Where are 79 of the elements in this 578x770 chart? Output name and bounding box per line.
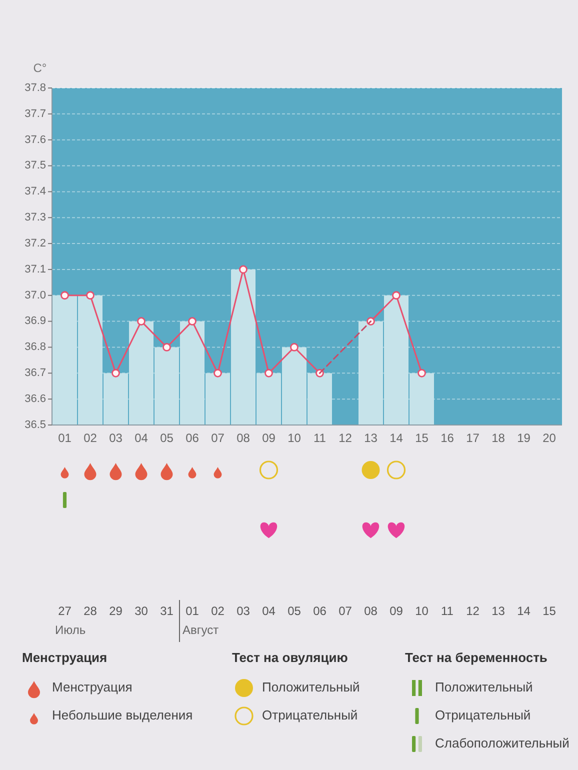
point: [137, 317, 146, 326]
text: Тест на беременность: [405, 650, 548, 665]
text: 31: [160, 604, 174, 618]
y-axis-title: C°: [33, 61, 47, 75]
text: Отрицательный: [262, 707, 358, 722]
text: 04: [262, 604, 276, 618]
text: 08: [364, 604, 378, 618]
x-tick-label: 08: [236, 431, 250, 445]
text: 03: [236, 604, 250, 618]
text: 02: [211, 604, 225, 618]
y-tick-label: 37.8: [24, 82, 46, 94]
x-tick-label: 17: [466, 431, 480, 445]
x-tick-label: 18: [492, 431, 506, 445]
text: 10: [415, 604, 429, 618]
x-tick-label: 03: [109, 431, 123, 445]
text: 09: [390, 604, 404, 618]
x-tick-label: 16: [440, 431, 454, 445]
text: 01: [186, 604, 200, 618]
point: [214, 368, 222, 378]
point: [60, 291, 69, 300]
text: 07: [338, 604, 352, 618]
text: 05: [288, 604, 302, 618]
x-tick-label: 04: [134, 431, 148, 445]
y-tick-label: 37.6: [24, 134, 46, 146]
point: [239, 265, 248, 274]
text: Менструация: [22, 650, 108, 665]
x-tick-label: 11: [314, 431, 326, 445]
y-tick-label: 36.9: [24, 315, 46, 328]
text: Менструация: [52, 679, 132, 694]
y-tick-label: 37.0: [24, 289, 46, 302]
text: 30: [134, 604, 148, 618]
y-tick-label: 36.6: [24, 392, 46, 405]
point: [392, 291, 400, 300]
x-tick-label: 14: [390, 431, 404, 445]
point: [188, 317, 196, 326]
point: [86, 291, 94, 300]
x-tick-label: 15: [415, 431, 429, 445]
text: Отрицательный: [435, 707, 531, 722]
x-tick-label: 13: [364, 431, 378, 445]
text: 29: [109, 604, 123, 618]
x-tick-label: 07: [211, 431, 225, 445]
y-tick-label: 37.5: [24, 160, 46, 172]
x-tick-label: 10: [288, 431, 302, 445]
point: [264, 368, 273, 378]
text: 15: [542, 604, 556, 618]
x-tick-label: 20: [542, 431, 556, 445]
point: [418, 368, 426, 378]
point: [290, 343, 298, 352]
y-tick-label: 36.5: [24, 418, 46, 431]
text: Июль: [55, 623, 86, 637]
x-tick-label: 06: [186, 431, 200, 445]
text: Положительный: [435, 679, 533, 694]
x-tick-label: 09: [262, 431, 276, 445]
x-tick-label: 02: [84, 431, 98, 445]
y-tick-label: 36.8: [24, 341, 46, 354]
y-tick-label: 37.3: [24, 212, 46, 224]
x-tick-label: 01: [58, 431, 72, 445]
x-tick-label: 19: [517, 431, 531, 445]
text: Август: [182, 623, 220, 637]
point: [112, 368, 120, 378]
text: Слабоположительный: [435, 735, 570, 750]
text: 12: [466, 604, 480, 618]
y-tick-label: 36.7: [24, 367, 46, 380]
text: 11: [441, 604, 454, 618]
x-tick-label: 05: [160, 431, 174, 445]
text: 28: [84, 604, 98, 618]
y-tick-label: 37.7: [24, 108, 46, 120]
y-tick-label: 37.1: [24, 263, 46, 276]
text: 13: [492, 604, 506, 618]
text: 14: [517, 604, 531, 618]
text: Тест на овуляцию: [232, 650, 348, 665]
y-tick-label: 37.2: [24, 237, 46, 250]
text: 27: [58, 604, 72, 618]
point: [162, 343, 171, 352]
text: 06: [313, 604, 327, 618]
y-tick-label: 37.4: [24, 186, 46, 198]
x-tick-label: 12: [338, 431, 352, 445]
text: Положительный: [262, 679, 360, 694]
text: Небольшие выделения: [52, 707, 193, 722]
